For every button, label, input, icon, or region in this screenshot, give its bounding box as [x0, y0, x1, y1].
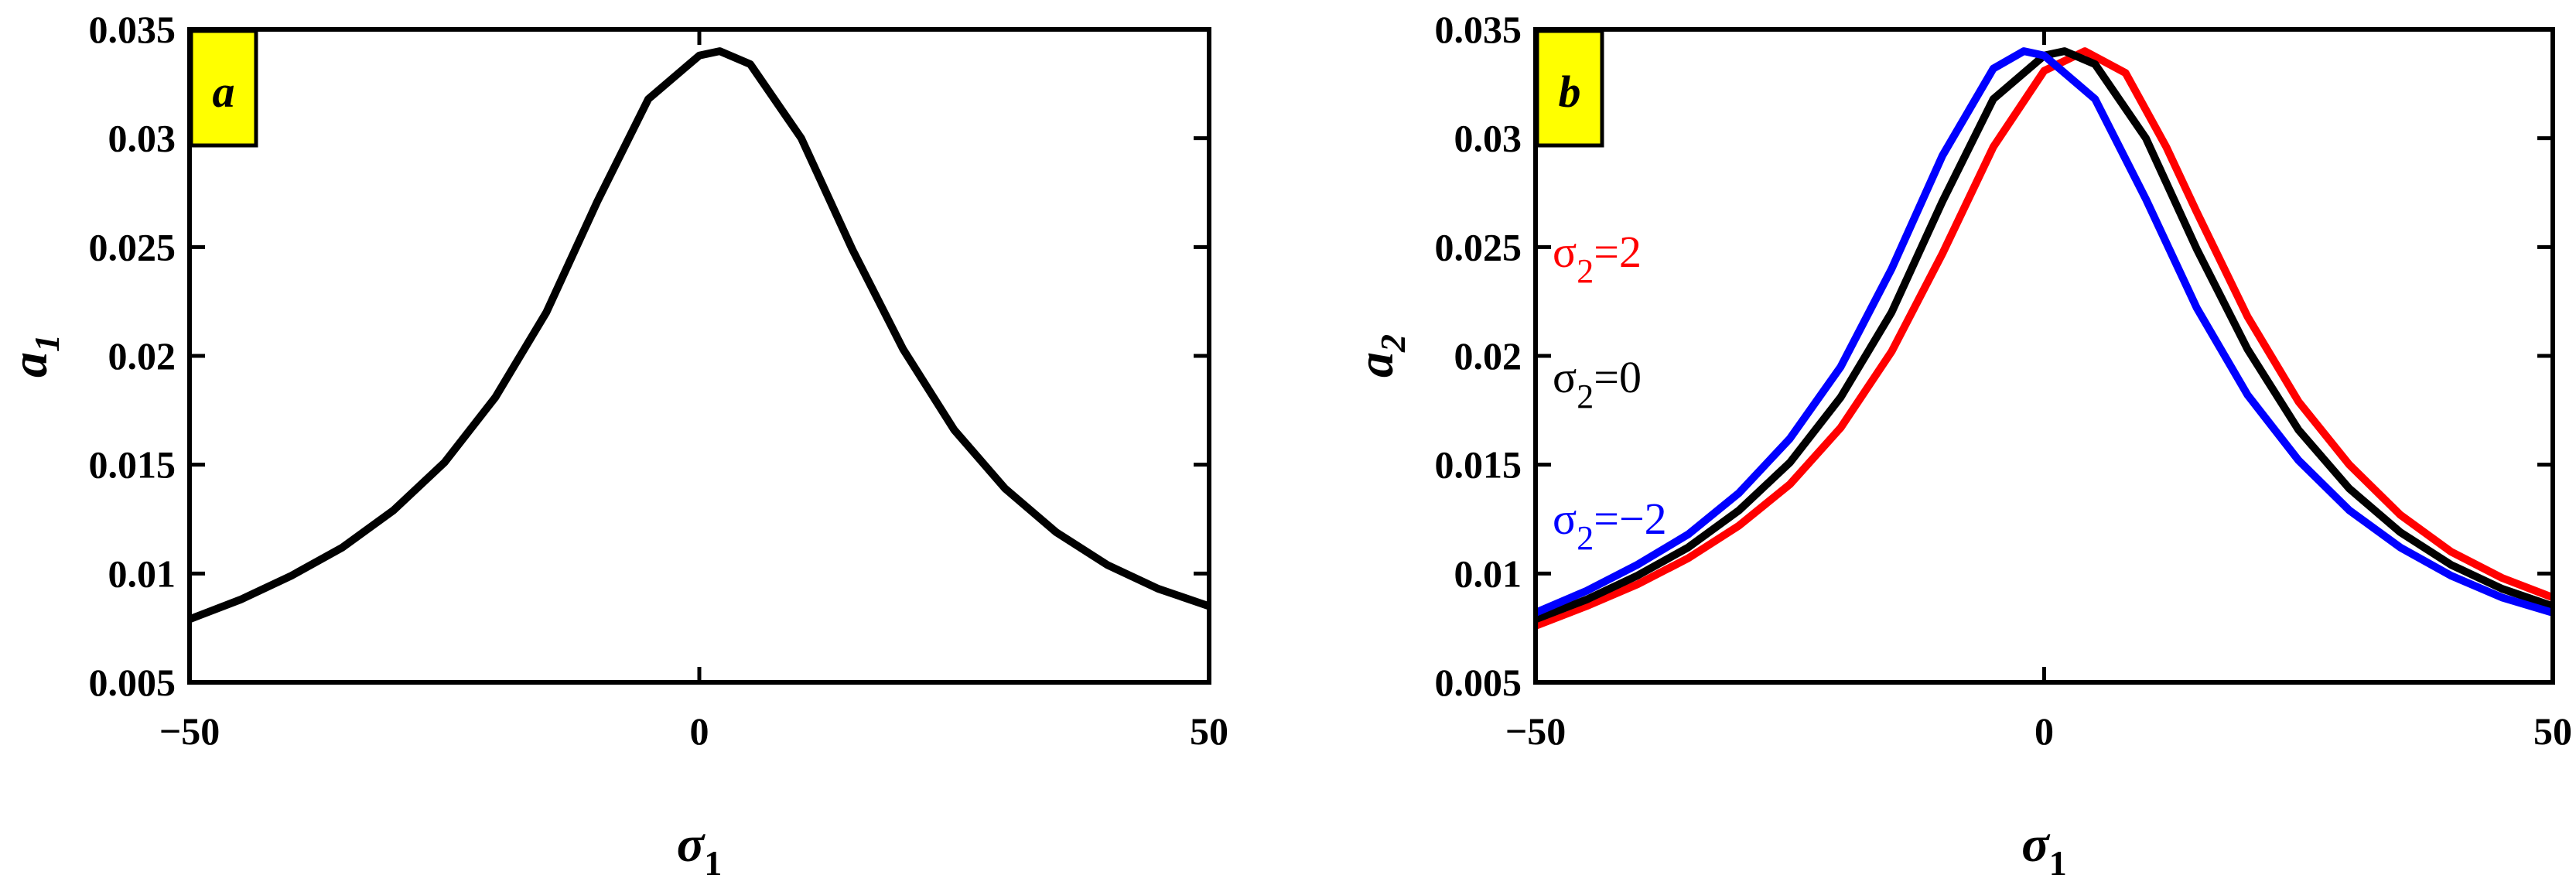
- y-tick-label: 0.01: [1454, 552, 1522, 595]
- series-annotation: σ2=0: [1553, 352, 1642, 415]
- x-tick-label: 50: [1190, 709, 1228, 753]
- panel-tag-label: b: [1559, 67, 1581, 117]
- y-tick-label: 0.01: [108, 552, 176, 595]
- panel-b: 0.005 0.01 0.015 0.02 0.025 0.03 0.035 −50 0 50 σ1…: [1348, 8, 2572, 883]
- y-axis-label: a2: [1348, 334, 1413, 378]
- panel-tag-label: a: [213, 67, 235, 117]
- x-tick-label: −50: [1505, 709, 1566, 753]
- y-tick-label: 0.035: [1435, 8, 1522, 51]
- panel-tag-box: [189, 29, 258, 148]
- x-tick-label: 0: [2034, 709, 2054, 753]
- y-tick-label: 0.02: [1454, 334, 1522, 378]
- y-tick-label: 0.03: [108, 117, 176, 160]
- series-line-1: [190, 47, 1209, 624]
- y-tick-label: 0.03: [1454, 117, 1522, 160]
- y-axis-label: a1: [2, 334, 67, 378]
- series-line-2: [1536, 47, 2553, 624]
- series-line-1: [1536, 47, 2553, 630]
- series-annotation: σ2=−2: [1553, 494, 1667, 557]
- series-annotation: σ2=2: [1553, 227, 1642, 290]
- plot-frame: [187, 27, 1211, 685]
- y-tick-label: 0.035: [89, 8, 176, 51]
- x-tick-label: 0: [690, 709, 709, 753]
- y-tick-label: 0.015: [89, 443, 176, 487]
- y-tick-label: 0.005: [1435, 661, 1522, 704]
- plot-frame: [1533, 27, 2555, 685]
- panel-a: 0.005 0.01 0.015 0.02 0.025 0.03 0.035 −50 0 50 σ1…: [2, 8, 1228, 883]
- y-tick-label: 0.015: [1435, 443, 1522, 487]
- y-tick-label: 0.025: [89, 225, 176, 268]
- x-tick-label: −50: [159, 709, 220, 753]
- panel-tag-box: [1535, 29, 1604, 148]
- y-tick-label: 0.025: [1435, 225, 1522, 268]
- x-axis-label: σ1: [2021, 816, 2067, 883]
- series-line-3: [1536, 47, 2553, 617]
- x-axis-label: σ1: [677, 816, 723, 883]
- y-tick-label: 0.02: [108, 334, 176, 378]
- x-tick-label: 50: [2533, 709, 2572, 753]
- y-tick-label: 0.005: [89, 661, 176, 704]
